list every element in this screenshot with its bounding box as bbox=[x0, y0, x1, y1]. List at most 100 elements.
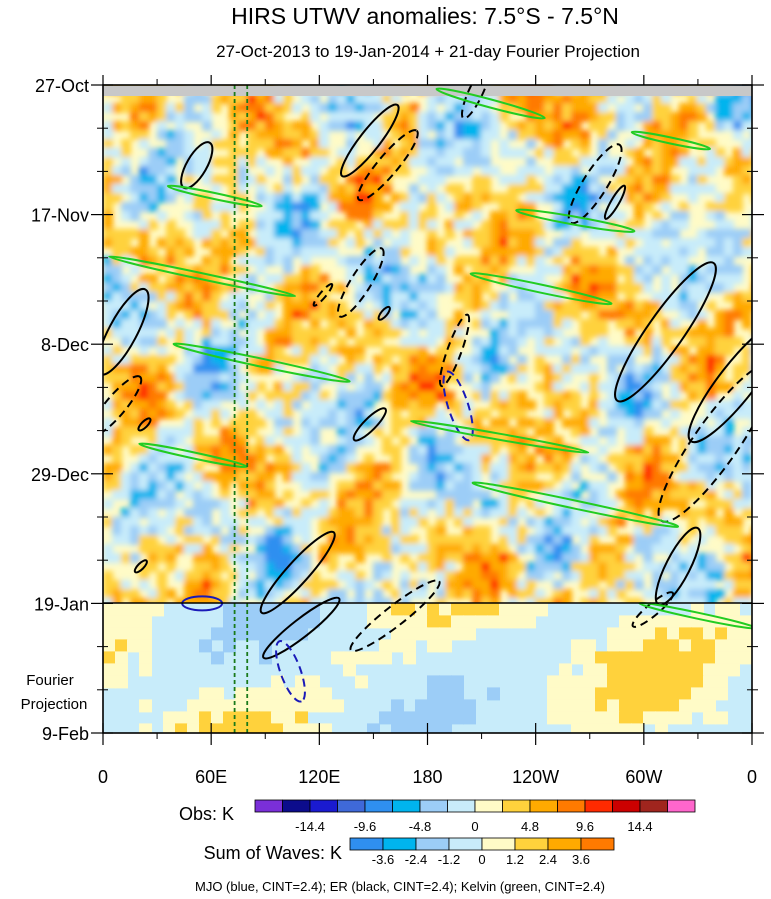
projection-cell bbox=[619, 627, 632, 641]
anomaly-cell bbox=[382, 184, 392, 194]
anomaly-cell bbox=[553, 382, 563, 392]
anomaly-cell bbox=[364, 508, 374, 518]
anomaly-cell bbox=[481, 589, 491, 599]
anomaly-cell bbox=[166, 175, 176, 185]
anomaly-cell bbox=[184, 157, 194, 167]
anomaly-cell bbox=[499, 319, 509, 329]
anomaly-cell bbox=[256, 301, 266, 311]
anomaly-cell bbox=[166, 373, 176, 383]
anomaly-cell bbox=[445, 571, 455, 581]
anomaly-cell bbox=[130, 112, 140, 122]
projection-cell bbox=[427, 699, 440, 713]
anomaly-cell bbox=[535, 112, 545, 122]
anomaly-cell bbox=[211, 472, 221, 482]
anomaly-cell bbox=[166, 409, 176, 419]
anomaly-cell bbox=[139, 175, 149, 185]
anomaly-cell bbox=[454, 292, 464, 302]
anomaly-cell bbox=[346, 139, 356, 149]
mjo-reference-lines bbox=[233, 85, 249, 733]
anomaly-cell bbox=[625, 382, 635, 392]
anomaly-cell bbox=[661, 112, 671, 122]
anomaly-cell bbox=[643, 454, 653, 464]
anomaly-cell bbox=[526, 103, 536, 113]
anomaly-cell bbox=[391, 454, 401, 464]
anomaly-cell bbox=[580, 571, 590, 581]
anomaly-cell bbox=[616, 301, 626, 311]
anomaly-cell bbox=[643, 328, 653, 338]
projection-cell bbox=[751, 627, 752, 641]
anomaly-cell bbox=[427, 94, 437, 104]
anomaly-cell bbox=[580, 526, 590, 536]
anomaly-cell bbox=[490, 364, 500, 374]
anomaly-cell bbox=[103, 517, 113, 527]
projection-cell bbox=[595, 675, 608, 689]
projection-cell bbox=[115, 615, 128, 629]
anomaly-cell bbox=[733, 184, 743, 194]
anomaly-cell bbox=[175, 274, 185, 284]
projection-cell bbox=[235, 711, 248, 725]
anomaly-cell bbox=[472, 301, 482, 311]
anomaly-cell bbox=[373, 211, 383, 221]
anomaly-cell bbox=[346, 526, 356, 536]
anomaly-cell bbox=[625, 571, 635, 581]
anomaly-cell bbox=[166, 445, 176, 455]
anomaly-cell bbox=[373, 571, 383, 581]
anomaly-cell bbox=[580, 418, 590, 428]
anomaly-cell bbox=[499, 301, 509, 311]
anomaly-cell bbox=[103, 211, 113, 221]
anomaly-cell bbox=[436, 112, 446, 122]
anomaly-cell bbox=[508, 445, 518, 455]
anomaly-cell bbox=[724, 346, 734, 356]
anomaly-cell bbox=[589, 454, 599, 464]
anomaly-cell bbox=[589, 418, 599, 428]
anomaly-cell bbox=[706, 238, 716, 248]
anomaly-cell bbox=[454, 373, 464, 383]
anomaly-cell bbox=[733, 526, 743, 536]
anomaly-cell bbox=[301, 553, 311, 563]
anomaly-cell bbox=[130, 283, 140, 293]
anomaly-cell bbox=[166, 589, 176, 599]
anomaly-cell bbox=[265, 535, 275, 545]
anomaly-cell bbox=[103, 544, 113, 554]
anomaly-cell bbox=[319, 391, 329, 401]
wave-contour bbox=[259, 530, 336, 615]
anomaly-cell bbox=[625, 355, 635, 365]
projection-cell bbox=[571, 651, 584, 665]
anomaly-cell bbox=[328, 310, 338, 320]
anomaly-cell bbox=[616, 418, 626, 428]
anomaly-cell bbox=[463, 238, 473, 248]
anomaly-cell bbox=[193, 202, 203, 212]
anomaly-cell bbox=[733, 499, 743, 509]
anomaly-cell bbox=[553, 436, 563, 446]
anomaly-cell bbox=[103, 184, 113, 194]
anomaly-cell bbox=[562, 544, 572, 554]
anomaly-cell bbox=[346, 499, 356, 509]
anomaly-cell bbox=[454, 220, 464, 230]
anomaly-cell bbox=[121, 418, 131, 428]
anomaly-cell bbox=[724, 409, 734, 419]
x-tick-label: 60E bbox=[195, 767, 227, 787]
anomaly-cell bbox=[544, 364, 554, 374]
anomaly-cell bbox=[733, 391, 743, 401]
anomaly-cell bbox=[598, 589, 608, 599]
anomaly-cell bbox=[715, 121, 725, 131]
anomaly-cell bbox=[409, 103, 419, 113]
anomaly-cell bbox=[706, 157, 716, 167]
anomaly-cell bbox=[625, 562, 635, 572]
anomaly-cell bbox=[598, 94, 608, 104]
anomaly-cell bbox=[337, 535, 347, 545]
waves-legend-box bbox=[514, 837, 549, 851]
anomaly-cell bbox=[715, 229, 725, 239]
anomaly-cell bbox=[328, 166, 338, 176]
anomaly-cell bbox=[256, 103, 266, 113]
anomaly-cell bbox=[706, 472, 716, 482]
anomaly-cell bbox=[436, 589, 446, 599]
obs-legend-tick-label: 4.8 bbox=[521, 819, 539, 834]
anomaly-cell bbox=[742, 121, 752, 131]
anomaly-cell bbox=[706, 526, 716, 536]
anomaly-cell bbox=[499, 508, 509, 518]
anomaly-cell bbox=[535, 229, 545, 239]
anomaly-cell bbox=[553, 508, 563, 518]
anomaly-cell bbox=[679, 238, 689, 248]
anomaly-cell bbox=[175, 544, 185, 554]
